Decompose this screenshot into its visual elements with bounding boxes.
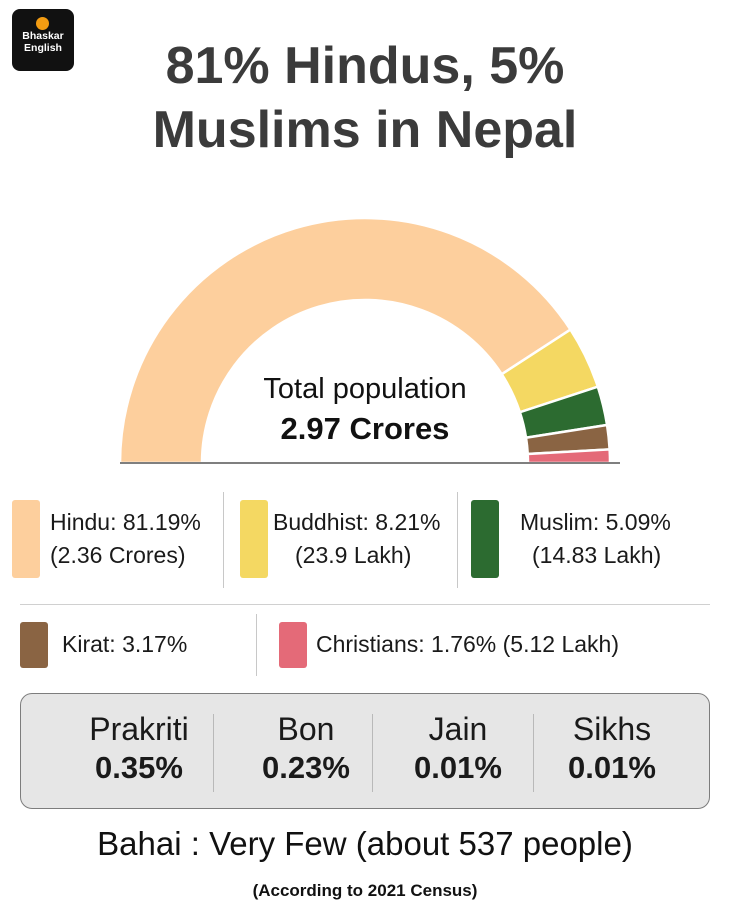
minor-value: 0.23% [262, 750, 350, 785]
legend-label-kirat: Kirat: 3.17% [62, 631, 188, 657]
source-note: (According to 2021 Census) [252, 881, 478, 900]
legend-count-buddhist: (23.9 Lakh) [295, 542, 412, 568]
total-population-value: 2.97 Crores [280, 411, 450, 446]
legend-swatch-muslim [471, 500, 499, 578]
legend-swatch-hindu [12, 500, 40, 578]
minor-value: 0.01% [568, 750, 656, 785]
minor-name: Jain [428, 711, 488, 747]
legend-label-buddhist: Buddhist: 8.21% [273, 509, 441, 535]
bahai-note: Bahai : Very Few (about 537 people) [97, 825, 633, 862]
legend-label-christian: Christians: 1.76% (5.12 Lakh) [316, 631, 619, 657]
title-line2: Muslims in Nepal [152, 101, 578, 159]
legend-swatch-buddhist [240, 500, 268, 578]
minor-item-sikhs: Sikhs 0.01% [543, 710, 681, 788]
legend-divider [457, 492, 458, 588]
minor-value: 0.35% [95, 750, 183, 785]
legend-count-hindu: (2.36 Crores) [50, 542, 186, 568]
legend-count-muslim: (14.83 Lakh) [532, 542, 662, 568]
legend-swatch-kirat [20, 622, 48, 668]
minor-name: Bon [277, 711, 335, 747]
legend-divider [256, 614, 257, 676]
donut-slice-hindu [118, 216, 573, 465]
title-line1: 81% Hindus, 5% [165, 37, 565, 95]
brand-name-line1: Bhaskar [22, 30, 64, 42]
minor-item-bon: Bon 0.23% [231, 710, 381, 788]
brand-logo: Bhaskar English [12, 9, 74, 71]
minor-divider [213, 714, 214, 792]
minor-name: Sikhs [572, 711, 652, 747]
logo-sun-icon [36, 17, 49, 30]
legend-label-hindu: Hindu: 81.19% [50, 509, 201, 535]
page-title: 81% Hindus, 5% Muslims in Nepal [0, 34, 730, 162]
legend-swatch-christian [279, 622, 307, 668]
total-population-label: Total population [263, 373, 467, 405]
total-population: Total population 2.97 Crores [210, 370, 520, 450]
minor-value: 0.01% [414, 750, 502, 785]
minor-name: Prakriti [89, 711, 189, 747]
minor-item-prakriti: Prakriti 0.35% [71, 710, 207, 788]
minor-divider [533, 714, 534, 792]
legend-divider [223, 492, 224, 588]
legend-label-muslim: Muslim: 5.09% [520, 509, 671, 535]
half-donut-chart [118, 216, 620, 465]
minor-divider [372, 714, 373, 792]
brand-name-line2: English [24, 42, 62, 54]
minor-religions-panel: Prakriti 0.35% Bon 0.23% Jain 0.01% Sikh… [20, 693, 710, 809]
minor-item-jain: Jain 0.01% [389, 710, 527, 788]
legend-row-divider [20, 604, 710, 605]
